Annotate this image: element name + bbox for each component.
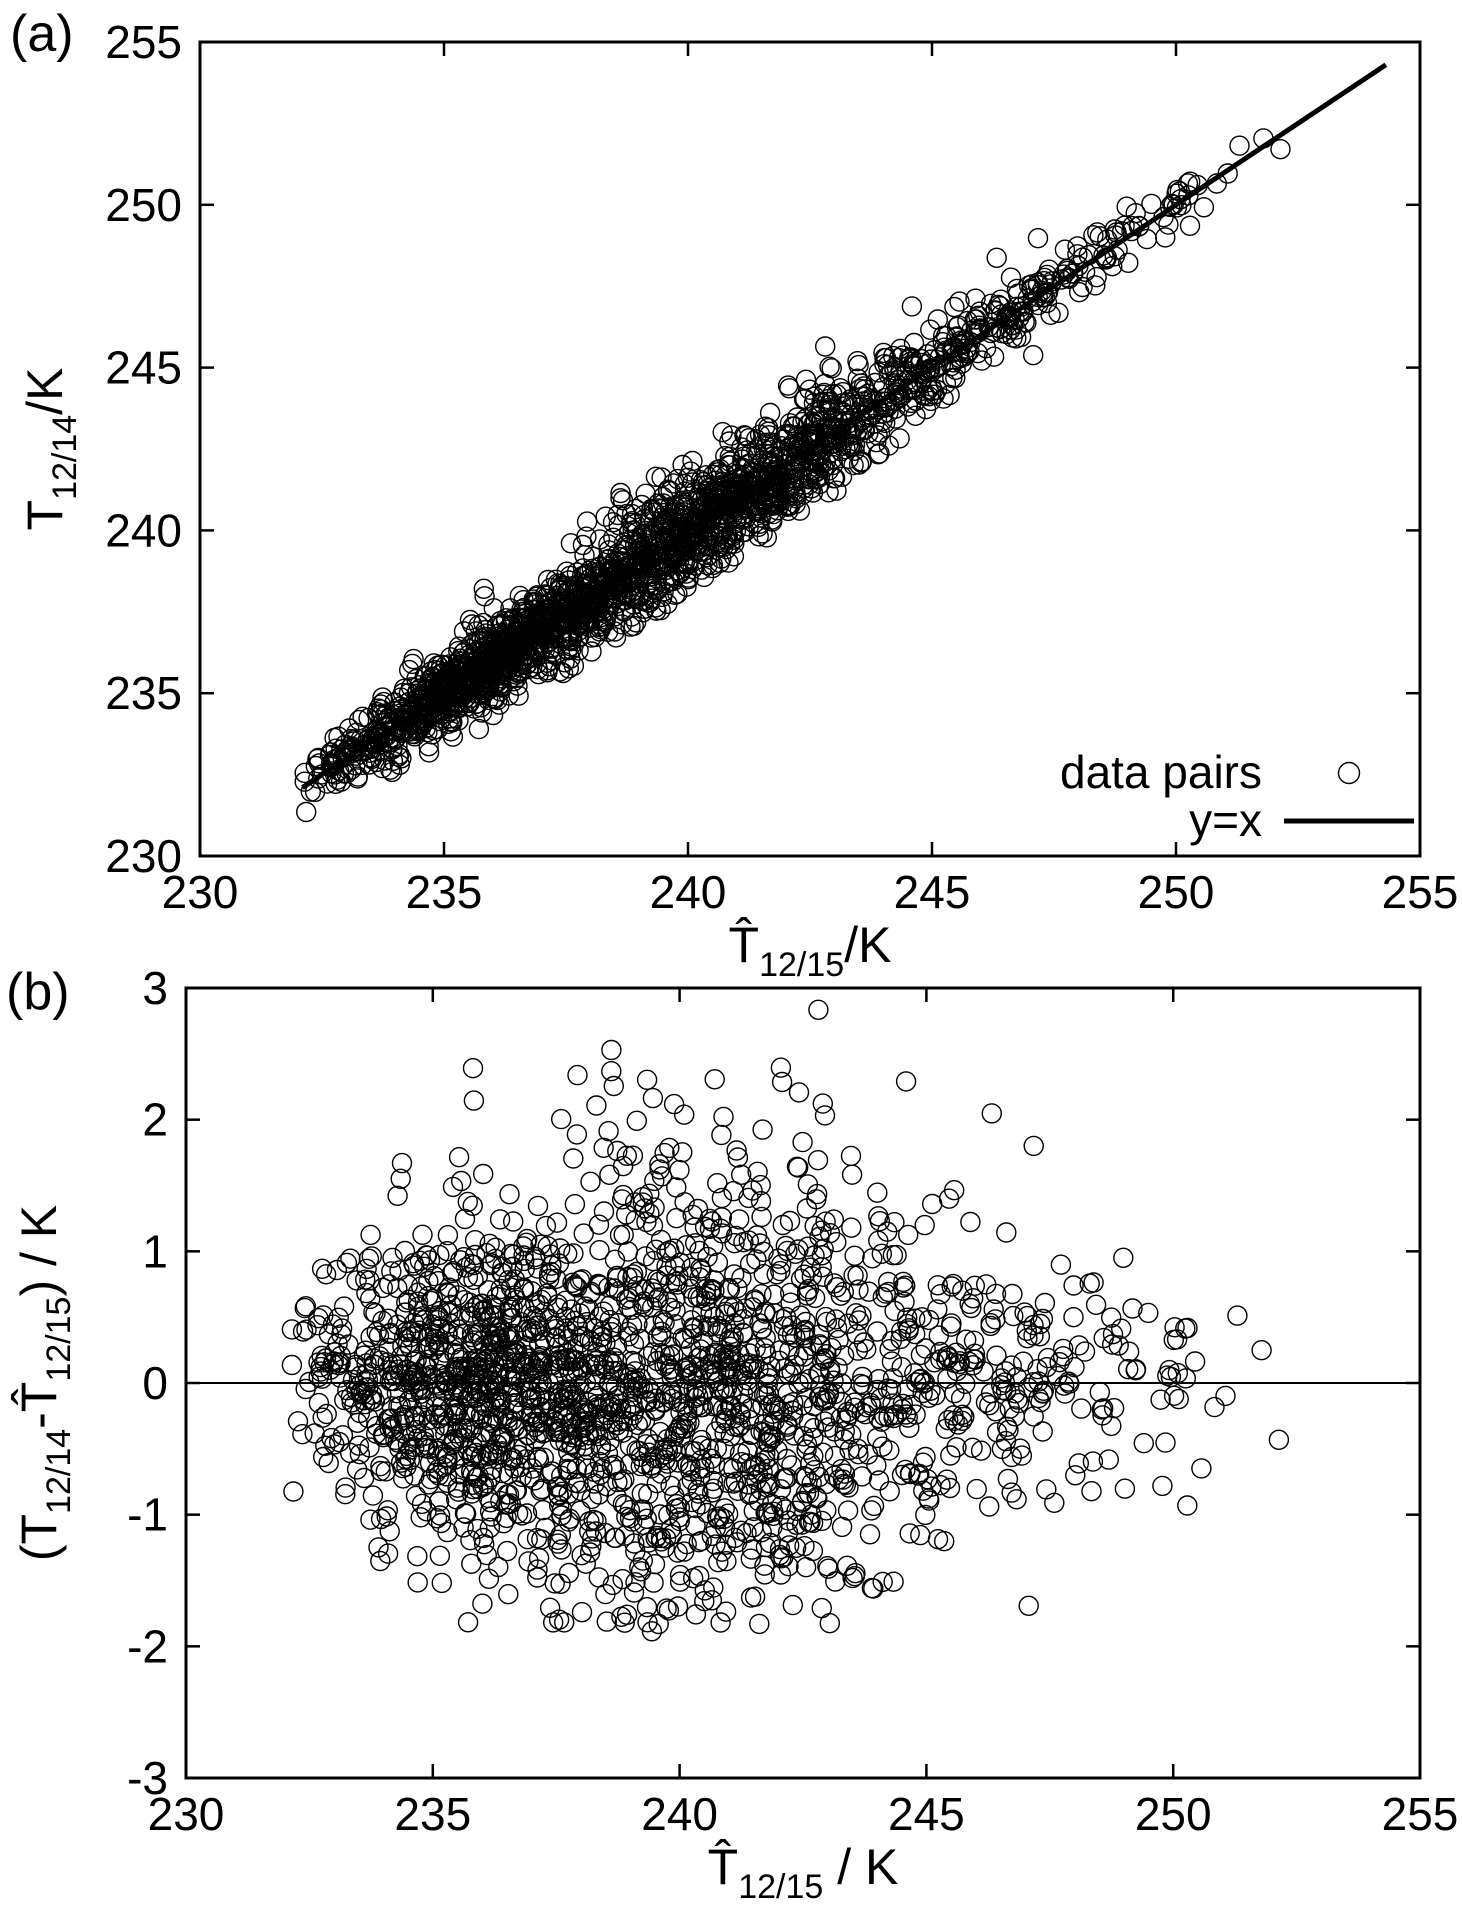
y-equals-x-line: [301, 62, 1388, 790]
plot-border-a: [198, 40, 1422, 858]
legend-label: data pairs: [1060, 746, 1262, 798]
svg-text:245: 245: [894, 866, 971, 918]
y-axis-label-a: T12/14/K: [17, 368, 84, 531]
svg-text:250: 250: [105, 179, 182, 231]
svg-text:2: 2: [142, 1094, 168, 1146]
svg-text:240: 240: [105, 504, 182, 556]
svg-text:255: 255: [105, 16, 182, 68]
svg-text:1: 1: [142, 1225, 168, 1277]
svg-text:-1: -1: [127, 1489, 168, 1541]
svg-text:255: 255: [1382, 1788, 1459, 1840]
svg-text:230: 230: [148, 1788, 225, 1840]
svg-text:250: 250: [1138, 866, 1215, 918]
panel-a: 230 235 240 245 250 255 230 235 240 245 250 255 T̂12…: [17, 16, 1458, 984]
svg-text:-3: -3: [127, 1752, 168, 1804]
scatter-points-b: [281, 999, 1290, 1642]
ticks-a: [198, 40, 1422, 858]
svg-text:245: 245: [105, 342, 182, 394]
svg-text:0: 0: [142, 1357, 168, 1409]
scatter-points-a: [294, 128, 1291, 823]
legend-marker-sample: [1337, 761, 1361, 785]
svg-text:235: 235: [105, 667, 182, 719]
y-axis-label-b: (T12/14-T̂12/15) / K: [11, 1205, 78, 1561]
svg-text:3: 3: [142, 962, 168, 1014]
panel-b-letter: (b): [6, 963, 70, 1021]
svg-text:-2: -2: [127, 1620, 168, 1672]
svg-text:240: 240: [641, 1788, 718, 1840]
x-axis-label-b: T̂12/15 / K: [708, 1839, 899, 1906]
svg-text:230: 230: [162, 866, 239, 918]
panel-b: 230 235 240 245 250 255 -3 -2 -1 0 1 2 3 T̂12/15 / K (…: [11, 962, 1458, 1906]
tick-labels-b: 230 235 240 245 250 255 -3 -2 -1 0 1 2 3: [127, 962, 1458, 1840]
legend-label: y=x: [1189, 794, 1262, 846]
tick-labels-a: 230 235 240 245 250 255 230 235 240 245 250 255: [105, 16, 1458, 918]
panel-a-letter: (a): [10, 5, 74, 63]
ticks-b: [184, 986, 1422, 1780]
svg-text:255: 255: [1382, 866, 1459, 918]
svg-text:235: 235: [406, 866, 483, 918]
svg-text:245: 245: [888, 1788, 965, 1840]
svg-text:250: 250: [1135, 1788, 1212, 1840]
svg-text:230: 230: [105, 830, 182, 882]
svg-text:240: 240: [650, 866, 727, 918]
x-axis-label-a: T̂12/15/K: [729, 917, 892, 984]
svg-text:235: 235: [394, 1788, 471, 1840]
